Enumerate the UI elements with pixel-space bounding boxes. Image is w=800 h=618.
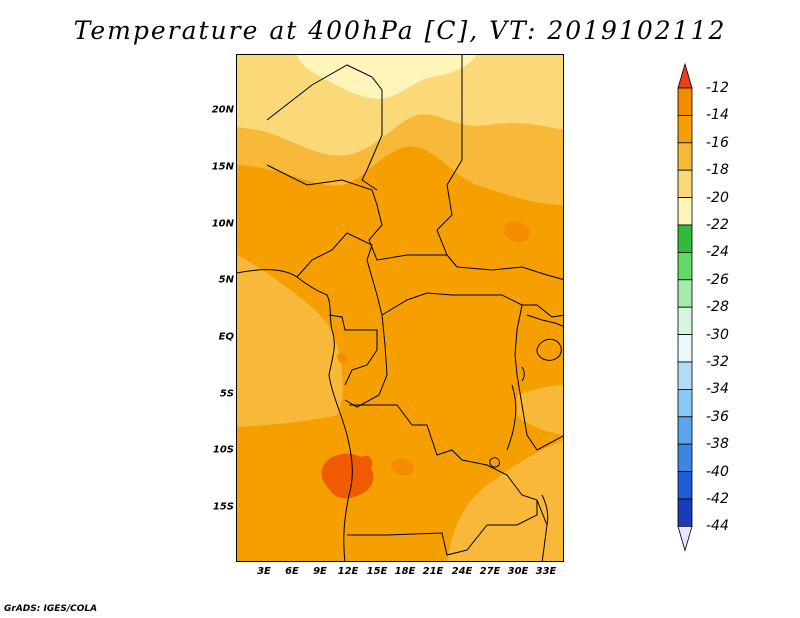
- field-patch-coolest: [297, 55, 477, 100]
- lon-label-15e: 15E: [366, 566, 388, 577]
- colorbar: [677, 62, 693, 552]
- field-patch-warm-angola: [321, 453, 374, 499]
- colorbar-swatch: [677, 334, 693, 363]
- lake-tanganyika: [506, 384, 517, 451]
- border-eastern-lakes: [526, 314, 563, 327]
- border-congo-drc: [344, 314, 388, 408]
- lakes: [489, 338, 562, 526]
- colorbar-label: -22: [706, 217, 729, 233]
- colorbar-swatch: [677, 224, 693, 253]
- colorbar-swatch: [677, 443, 693, 473]
- colorbar-label: -42: [706, 491, 729, 507]
- colorbar-swatch: [677, 87, 693, 116]
- border-uganda-kenya: [522, 304, 563, 318]
- lon-label-27e: 27E: [479, 566, 501, 577]
- colorbar-swatch: [677, 361, 693, 390]
- field-patch-warm-sudan: [503, 221, 531, 243]
- colorbar-label: -20: [706, 189, 729, 206]
- colorbar-swatch: [677, 388, 693, 418]
- colorbar-swatch: [677, 416, 693, 445]
- colorbar-bottom-arrow: [677, 525, 693, 552]
- map-panel[interactable]: [236, 54, 564, 562]
- border-drc-angola: [349, 404, 463, 461]
- border-drc-west: [328, 314, 378, 386]
- country-borders: [237, 55, 563, 561]
- credit-text: GrADS: IGES/COLA: [4, 604, 98, 614]
- lon-label-9e: 9E: [313, 566, 327, 577]
- lat-label-20n: 20N: [211, 104, 234, 116]
- colorbar-swatch: [677, 279, 693, 308]
- lon-label-6e: 6E: [285, 566, 299, 577]
- border-algeria-niger: [266, 64, 383, 191]
- border-sudan-ssudan: [456, 266, 563, 280]
- colorbar-label: -30: [706, 326, 729, 343]
- map-title: Temperature at 400hPa [C], VT: 201910211…: [73, 16, 727, 45]
- colorbar-label: -28: [706, 299, 729, 316]
- lat-label-15s: 15S: [212, 501, 234, 513]
- lake-malawi: [541, 494, 549, 526]
- colorbar-label: -44: [706, 518, 729, 535]
- colorbar-swatch: [677, 115, 693, 144]
- lat-label-10n: 10N: [211, 218, 234, 230]
- lon-label-12e: 12E: [337, 566, 359, 577]
- field-band-southeast: [447, 440, 563, 561]
- field-band-far-north: [237, 55, 563, 156]
- colorbar-swatch: [677, 251, 693, 281]
- field-band-west: [237, 255, 343, 427]
- border-angola-south: [347, 524, 488, 556]
- colorbar-label: -26: [706, 271, 729, 288]
- field-patch-east: [517, 385, 563, 435]
- temperature-map[interactable]: [237, 55, 564, 562]
- border-tanzania: [536, 435, 563, 451]
- lon-label-30e: 30E: [507, 566, 529, 577]
- lake-mweru: [489, 457, 500, 468]
- colorbar-swatch: [677, 471, 693, 500]
- lake-kivu: [521, 366, 525, 382]
- border-drc-east: [514, 304, 538, 451]
- lon-label-33e: 33E: [535, 566, 557, 577]
- colorbar-label: -14: [706, 107, 729, 124]
- field-patch-warm-zambia: [391, 458, 415, 476]
- border-chad-car: [368, 204, 447, 261]
- lon-label-24e: 24E: [451, 566, 473, 577]
- colorbar-swatch: [677, 142, 693, 171]
- lon-label-21e: 21E: [422, 566, 444, 577]
- colorbar-label: -12: [706, 80, 729, 96]
- colorbar-label: -24: [706, 244, 729, 261]
- border-car-drc: [381, 292, 523, 316]
- border-zambia: [461, 459, 538, 526]
- colorbar-swatch: [677, 498, 693, 527]
- colorbar-label: -38: [706, 436, 729, 453]
- colorbar-swatch: [677, 306, 693, 335]
- lon-label-3e: 3E: [257, 566, 271, 577]
- colorbar-label: -32: [706, 354, 729, 370]
- border-nigeria-cameroon: [296, 232, 383, 316]
- lat-label-15n: 15N: [211, 161, 234, 173]
- lat-label-eq: EQ: [218, 331, 234, 343]
- lat-label-10s: 10S: [212, 444, 234, 456]
- colorbar-swatch: [677, 197, 693, 226]
- colorbar-label: -16: [706, 134, 729, 151]
- lake-victoria: [536, 338, 562, 361]
- coastline-west-africa: [237, 269, 353, 561]
- lon-label-18e: 18E: [394, 566, 416, 577]
- colorbar-label: -36: [706, 408, 729, 425]
- lat-label-5s: 5S: [219, 388, 234, 400]
- lat-label-5n: 5N: [218, 274, 234, 286]
- colorbar-label: -34: [706, 381, 729, 398]
- field-patch-warm-central: [337, 353, 348, 363]
- colorbar-top-arrow: [677, 62, 693, 89]
- colorbar-label: -40: [706, 463, 729, 480]
- border-niger-nigeria: [266, 164, 378, 206]
- colorbar-swatch: [677, 169, 693, 198]
- colorbar-label: -18: [706, 162, 729, 179]
